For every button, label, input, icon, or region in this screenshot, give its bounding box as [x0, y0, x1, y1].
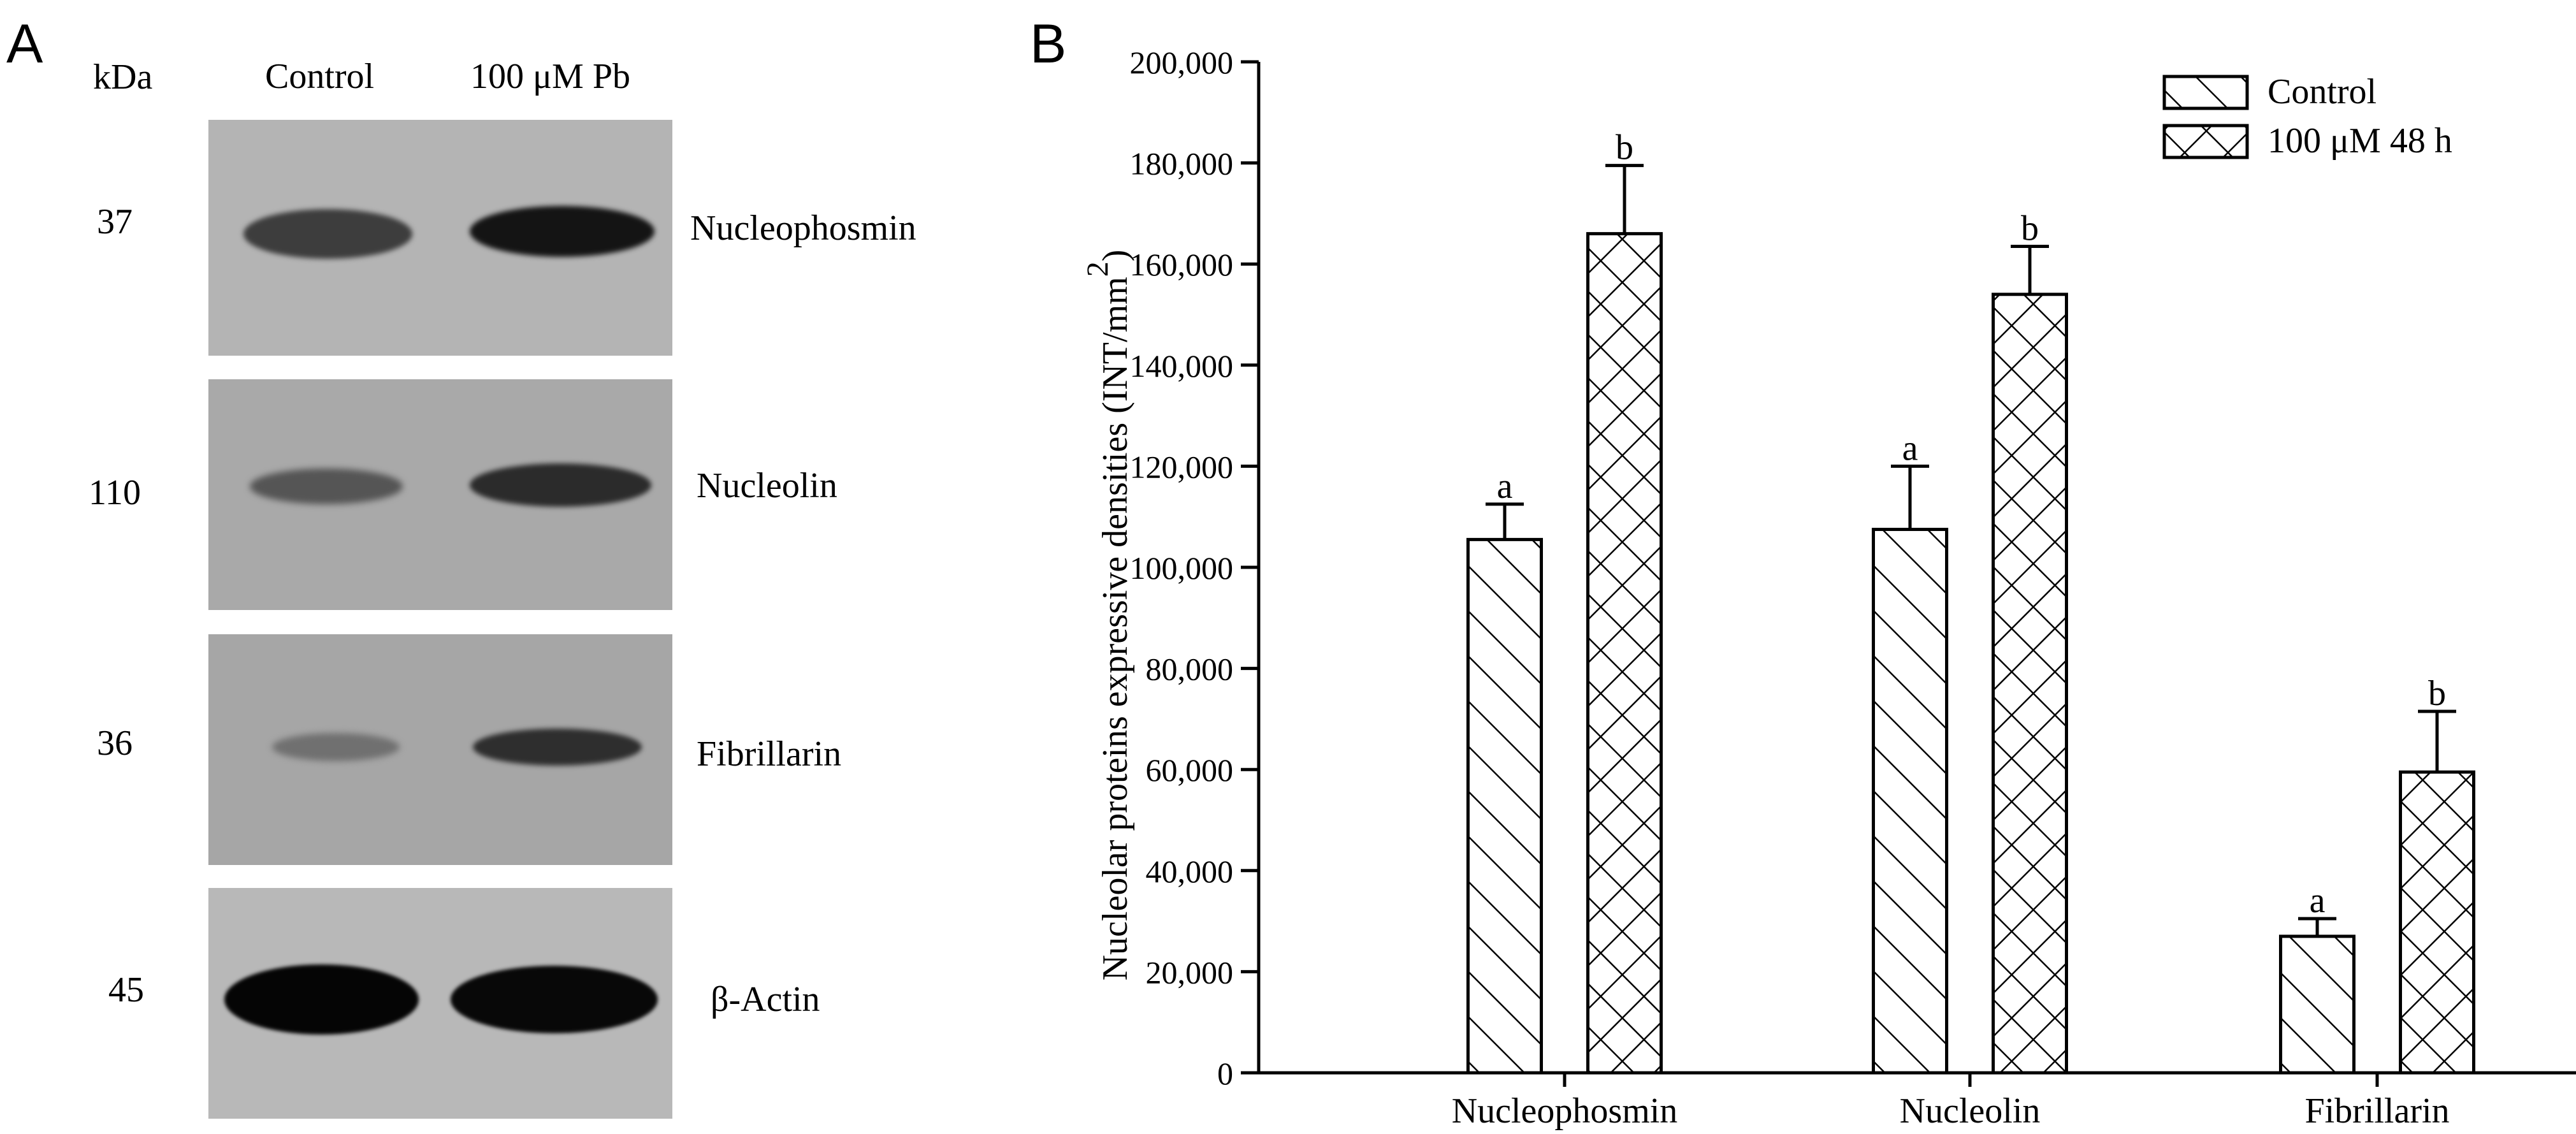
x-tick-label: Nucleophosmin: [1452, 1091, 1678, 1131]
legend-label: 100 μM 48 h: [2268, 121, 2452, 161]
western-blot-beta-actin: [208, 888, 672, 1119]
bar: [1992, 293, 2068, 1075]
y-tick-label: 120,000: [1130, 449, 1234, 484]
band-pb: [473, 729, 642, 766]
western-blot-nucleophosmin: [208, 120, 672, 356]
y-tick-label: 60,000: [1146, 752, 1234, 788]
lane-label-pb: 100 μM Pb: [470, 57, 630, 96]
bar: [2279, 934, 2355, 1075]
y-tick-label: 80,000: [1146, 651, 1234, 687]
bar: [1586, 232, 1663, 1075]
band-control: [272, 733, 400, 761]
panel-b-letter: B: [1030, 13, 1067, 75]
y-axis-label-close: ): [1096, 250, 1135, 262]
band-pb: [470, 463, 651, 507]
bar: [1872, 528, 1948, 1075]
band-control: [224, 964, 419, 1035]
bar: [2399, 770, 2475, 1075]
band-pb: [451, 966, 658, 1033]
y-axis-label-main: Nucleolar proteins expressive densities …: [1096, 277, 1135, 980]
protein-label: Fibrillarin: [697, 734, 842, 774]
y-tick-label: 160,000: [1130, 247, 1234, 282]
western-blot-fibrillarin: [208, 634, 672, 865]
x-tick-label: Fibrillarin: [2305, 1091, 2449, 1131]
y-tick-label: 20,000: [1146, 954, 1234, 990]
y-tick-label: 140,000: [1130, 348, 1234, 384]
bars: a b a b a b: [1466, 128, 2475, 1075]
y-tick-label: 180,000: [1130, 146, 1234, 182]
x-axis: Nucleophosmin Nucleolin Fibrillarin: [1259, 1071, 2576, 1131]
band-control: [243, 209, 412, 259]
band-pb: [470, 206, 655, 257]
significance-label: a: [1497, 467, 1513, 506]
band-control: [250, 469, 403, 504]
lane-label-control: Control: [265, 57, 375, 96]
legend-swatch: [2162, 75, 2249, 110]
significance-label: b: [2021, 208, 2039, 248]
y-axis: 0 20,000 40,000 60,000 80,000 100,000 120,000 1…: [1130, 45, 1261, 1091]
protein-label: Nucleolin: [697, 466, 837, 505]
western-blot-nucleolin: [208, 379, 672, 610]
panel-a-letter: A: [6, 13, 43, 75]
kda-value: 45: [108, 970, 144, 1010]
kda-header: kDa: [93, 57, 153, 97]
y-axis-label-superscript: 2: [1081, 261, 1115, 277]
kda-value: 37: [97, 202, 133, 242]
bar: [1466, 537, 1543, 1075]
protein-label: β-Actin: [711, 980, 820, 1019]
legend-label: Control: [2268, 72, 2377, 112]
significance-label: a: [1902, 428, 1918, 468]
kda-value: 36: [97, 723, 133, 763]
kda-value: 110: [89, 473, 141, 512]
y-tick-label: 200,000: [1130, 45, 1234, 80]
legend: Control 100 μM 48 h: [2162, 72, 2452, 161]
x-tick-label: Nucleolin: [1900, 1091, 2041, 1131]
y-axis-label: Nucleolar proteins expressive densities …: [1081, 250, 1135, 981]
legend-swatch: [2162, 124, 2249, 159]
significance-label: a: [2310, 881, 2326, 920]
protein-label: Nucleophosmin: [690, 208, 916, 248]
significance-label: b: [1616, 128, 1633, 168]
significance-label: b: [2428, 674, 2446, 713]
y-tick-label: 0: [1217, 1056, 1233, 1091]
y-tick-label: 40,000: [1146, 854, 1234, 889]
y-tick-label: 100,000: [1130, 550, 1234, 586]
